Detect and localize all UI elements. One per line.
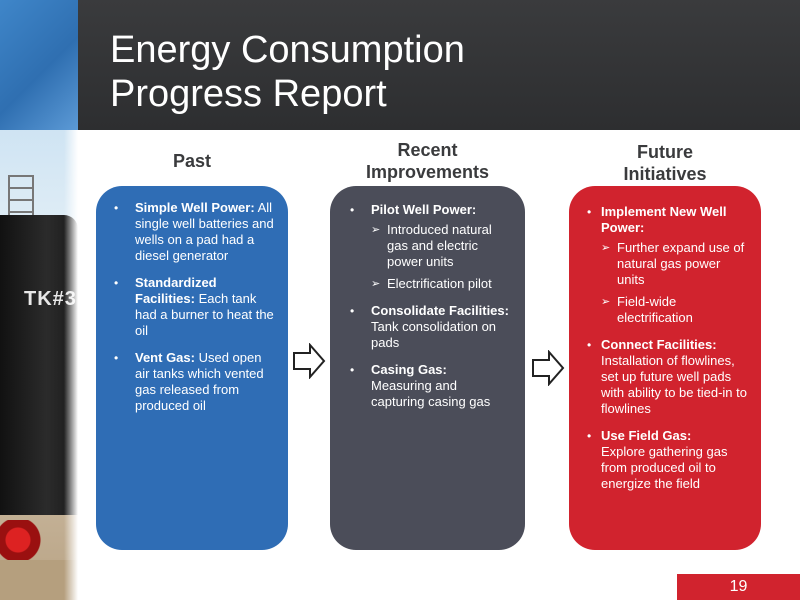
heading-future-line-2: Initiatives: [623, 164, 707, 184]
list-item: Use Field Gas: Explore gathering gas fro…: [581, 428, 751, 492]
heading-future-line-1: Future: [637, 142, 693, 162]
sub-list: Further expand use of natural gas power …: [601, 240, 751, 326]
list-item: Consolidate Facilities: Tank consolidati…: [344, 303, 513, 351]
sub-list-item: Field-wide electrification: [601, 294, 751, 326]
list-item: Implement New Well Power: Further expand…: [581, 204, 751, 326]
list-item: Connect Facilities: Installation of flow…: [581, 337, 751, 417]
column-heading-future: Future Initiatives: [569, 141, 761, 185]
title-line-2: Progress Report: [110, 73, 387, 115]
tank-label: TK#3: [24, 288, 77, 310]
red-pipe-valve: [0, 520, 60, 560]
recent-panel: Pilot Well Power: Introduced natural gas…: [330, 186, 525, 550]
heading-past-text: Past: [172, 151, 212, 171]
arrow-right-icon: [531, 350, 565, 386]
heading-recent-line-2: Improvements: [365, 162, 490, 182]
future-list: Implement New Well Power: Further expand…: [581, 204, 751, 492]
sub-list: Introduced natural gas and electric powe…: [371, 222, 513, 292]
oil-tank-photo: TK#3: [0, 130, 78, 600]
page-number: 19: [677, 574, 800, 600]
column-heading-recent: Recent Improvements: [330, 139, 525, 183]
list-item: Casing Gas: Measuring and capturing casi…: [344, 362, 513, 410]
sub-list-item: Further expand use of natural gas power …: [601, 240, 751, 288]
slide-title: Energy Consumption Progress Report: [110, 28, 465, 116]
past-panel: Simple Well Power: All single well batte…: [96, 186, 288, 550]
sub-list-item: Electrification pilot: [371, 276, 513, 292]
header-bar: [0, 0, 800, 130]
column-heading-past: Past: [96, 150, 288, 172]
list-item: Standardized Facilities: Each tank had a…: [108, 275, 276, 339]
past-list: Simple Well Power: All single well batte…: [108, 200, 276, 414]
list-item: Simple Well Power: All single well batte…: [108, 200, 276, 264]
list-item: Pilot Well Power: Introduced natural gas…: [344, 202, 513, 292]
photo-fade: [64, 130, 78, 600]
list-item: Vent Gas: Used open air tanks which vent…: [108, 350, 276, 414]
title-line-1: Energy Consumption: [110, 29, 465, 71]
arrow-right-icon: [292, 343, 326, 379]
sub-list-item: Introduced natural gas and electric powe…: [371, 222, 513, 270]
recent-list: Pilot Well Power: Introduced natural gas…: [344, 202, 513, 410]
heading-recent-line-1: Recent: [397, 140, 458, 160]
future-panel: Implement New Well Power: Further expand…: [569, 186, 761, 550]
header-accent: [0, 0, 78, 130]
